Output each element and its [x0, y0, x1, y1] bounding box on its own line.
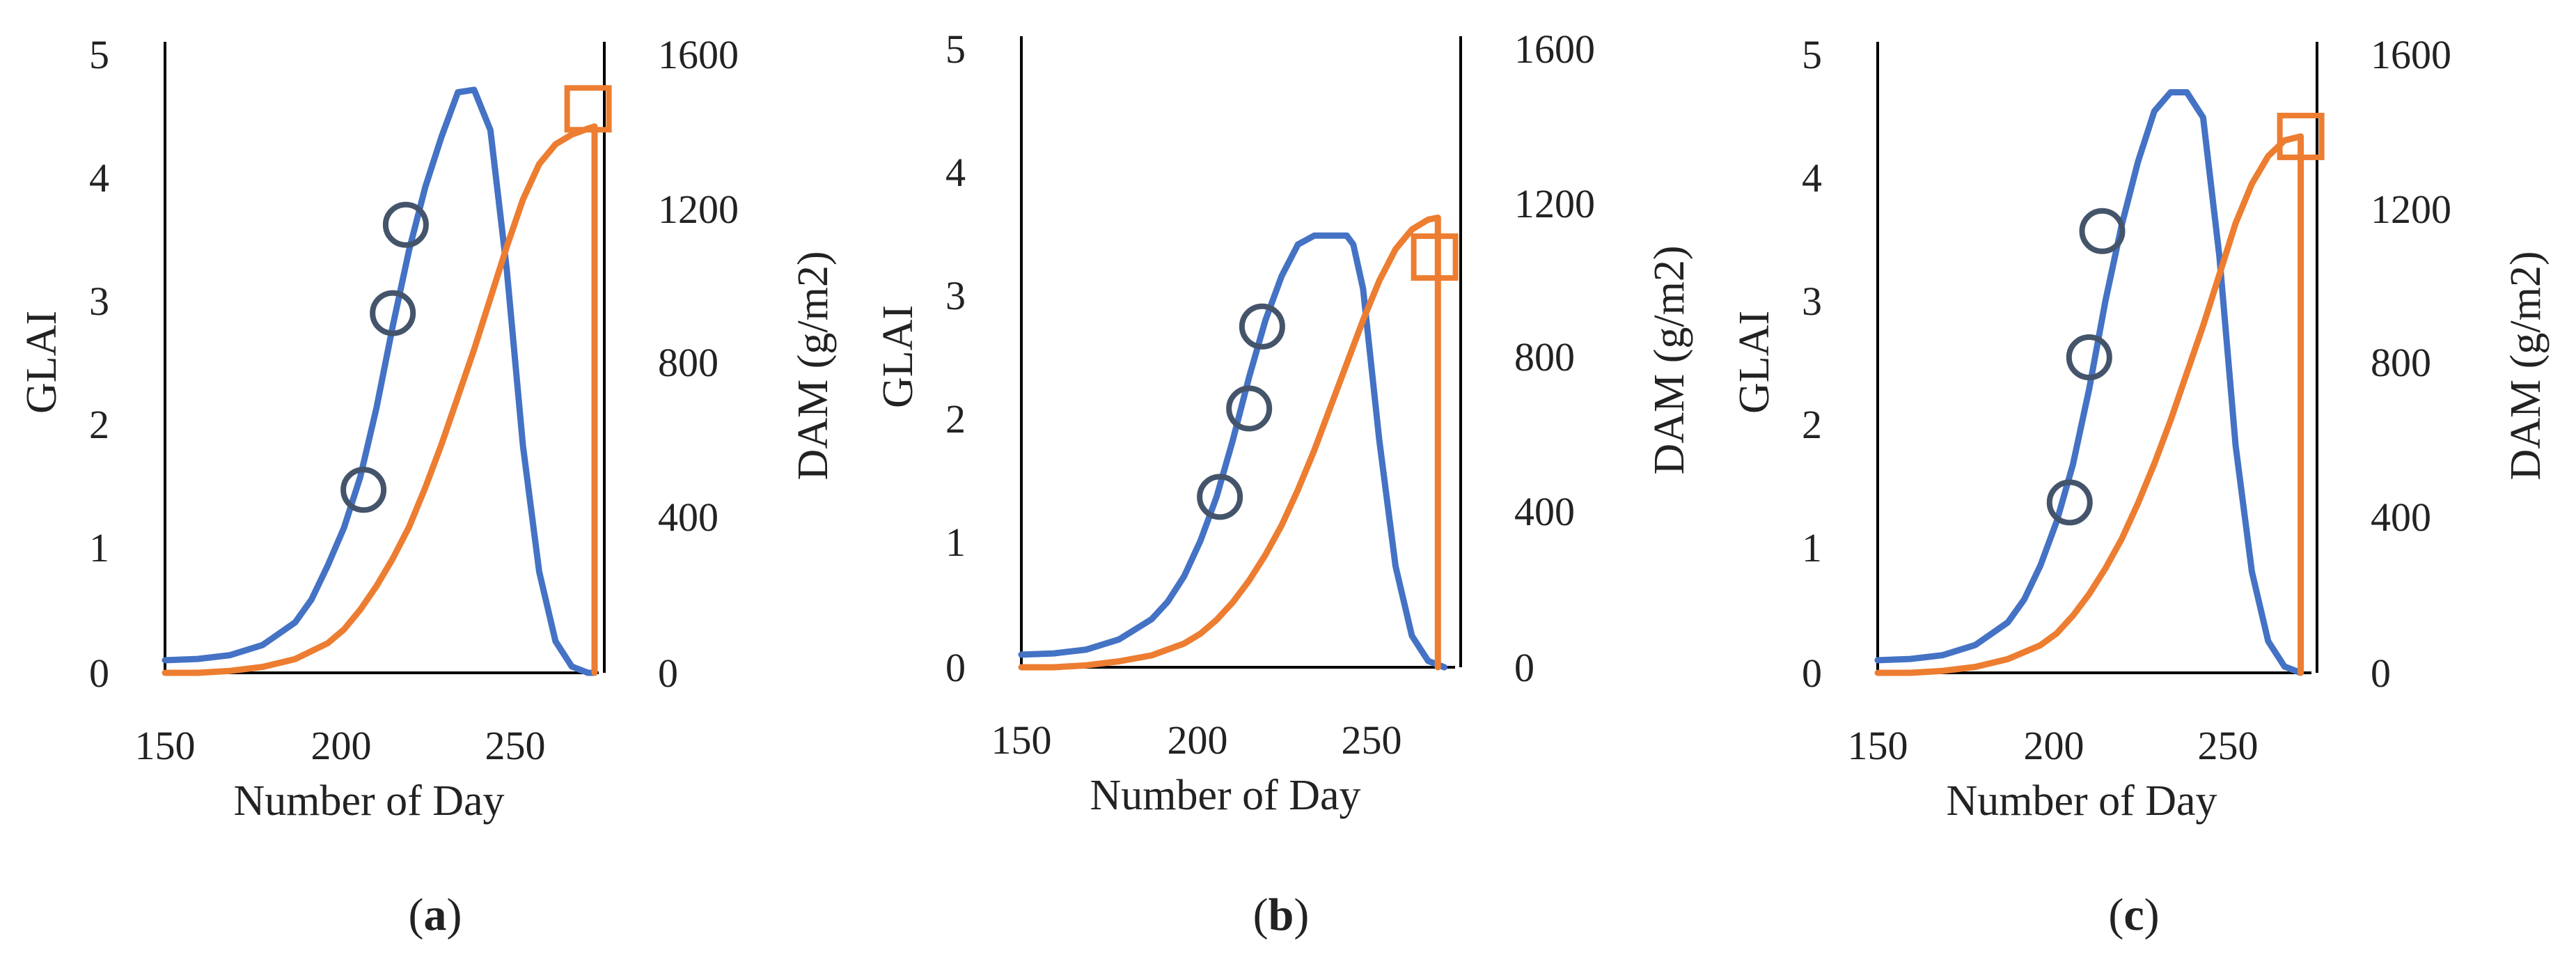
dam-simulated-line [1018, 215, 1441, 671]
y-axis-tick-label: 5 [945, 26, 966, 72]
glai-observed-point [340, 467, 387, 513]
y-axis-tick-label: 0 [89, 651, 109, 696]
chart-panel-c: 0 1 2 3 4 5 0 400 800 1200 1600 150 200 … [1731, 32, 2550, 940]
panel-label-letter: b [1269, 889, 1294, 940]
dam-observed-point [2277, 112, 2325, 160]
y2-axis-tick-label: 400 [2371, 495, 2431, 540]
chart-panel-a: 0 1 2 3 4 5 0 400 800 1200 1600 150 200 … [18, 32, 837, 940]
panel-label: (a) [409, 889, 462, 940]
y2-axis-tick-label: 800 [1514, 334, 1575, 380]
y-axis-tick-label: 5 [89, 32, 109, 77]
y2-axis-tick-label: 0 [1514, 645, 1534, 690]
y-axis-tick-label: 4 [945, 150, 966, 195]
y-axis-label: GLAI [18, 311, 65, 414]
x-axis-tick-label: 150 [1848, 723, 1908, 768]
y-axis-tick-label: 1 [89, 525, 109, 570]
y2-axis-label: DAM (g/m2) [2502, 251, 2550, 481]
dam-simulated-line [1874, 133, 2304, 676]
panel-label-open: ( [1253, 889, 1269, 940]
y2-axis-tick-label: 400 [658, 495, 718, 540]
y2-axis-tick-label: 1600 [1514, 26, 1595, 72]
y2-axis-tick-label: 800 [658, 340, 718, 385]
y-axis-tick-label: 3 [89, 279, 109, 324]
panel-label-open: ( [409, 889, 424, 940]
x-axis-tick-label: 200 [311, 723, 372, 768]
y2-axis-tick-label: 1200 [2371, 187, 2451, 232]
panel-label-letter: a [424, 889, 447, 940]
dam-observed-point [564, 85, 612, 133]
glai-observed-point [1239, 303, 1285, 350]
chart-panel-b: 0 1 2 3 4 5 0 400 800 1200 1600 150 200 … [874, 26, 1693, 940]
panel-label-open: ( [2108, 889, 2123, 940]
y2-axis-tick-label: 0 [658, 651, 678, 696]
y2-axis-tick-label: 1200 [1514, 181, 1595, 226]
x-axis-label: Number of Day [1090, 772, 1360, 819]
panel-label-close: ) [447, 889, 462, 940]
x-axis-tick-label: 200 [2024, 723, 2084, 768]
y-axis-tick-label: 2 [1802, 402, 1822, 447]
glai-observed-point [1226, 385, 1273, 432]
y2-axis-tick-label: 800 [2371, 340, 2431, 385]
y2-axis-tick-label: 0 [2371, 651, 2391, 696]
glai-observed-point [2066, 334, 2112, 380]
y2-axis-tick-label: 1600 [658, 32, 739, 77]
y-axis-tick-label: 2 [89, 402, 109, 447]
panel-label-letter: c [2123, 889, 2144, 940]
x-axis-tick-label: 200 [1168, 717, 1228, 763]
panel-label: (c) [2108, 889, 2159, 940]
y-axis-tick-label: 0 [945, 645, 966, 690]
x-axis-tick-label: 250 [485, 723, 546, 768]
x-axis-label: Number of Day [233, 777, 504, 825]
y-axis-tick-label: 4 [1802, 155, 1822, 201]
glai-observed-point [2079, 208, 2126, 254]
panel-label: (b) [1253, 889, 1310, 940]
y-axis-tick-label: 0 [1802, 651, 1822, 696]
y-axis-tick-label: 1 [1802, 525, 1822, 570]
plot-area [162, 42, 612, 676]
panel-label-close: ) [1294, 889, 1309, 940]
glai-observed-point [382, 201, 429, 248]
y2-axis-tick-label: 400 [1514, 489, 1575, 534]
dam-observed-point [1411, 233, 1459, 281]
y2-axis-label: DAM (g/m2) [1646, 246, 1693, 475]
y2-axis-label: DAM (g/m2) [790, 251, 837, 481]
panel-label-close: ) [2144, 889, 2160, 940]
y-axis-tick-label: 5 [1802, 32, 1822, 77]
y-axis-tick-label: 4 [89, 155, 109, 201]
y2-axis-tick-label: 1600 [2371, 32, 2451, 77]
y-axis-tick-label: 3 [1802, 279, 1822, 324]
glai-observed-point [370, 290, 416, 336]
y-axis-label: GLAI [1731, 311, 1778, 414]
y-axis-label: GLAI [874, 305, 922, 408]
plot-area [1018, 36, 1462, 671]
glai-simulated-line [162, 86, 598, 676]
y2-axis-tick-label: 1200 [658, 187, 739, 232]
dam-simulated-line [162, 123, 598, 676]
y-axis-tick-label: 1 [945, 520, 966, 565]
x-axis-tick-label: 250 [2198, 723, 2259, 768]
glai-observed-point [1197, 474, 1243, 520]
plot-area [1874, 42, 2325, 676]
glai-observed-point [2046, 479, 2093, 526]
x-axis-tick-label: 250 [1342, 717, 1402, 763]
y-axis-tick-label: 2 [945, 396, 966, 442]
x-axis-tick-label: 150 [991, 717, 1052, 763]
glai-simulated-line [1018, 232, 1448, 671]
x-axis-tick-label: 150 [135, 723, 196, 768]
y-axis-tick-label: 3 [945, 273, 966, 318]
x-axis-label: Number of Day [1946, 777, 2217, 825]
